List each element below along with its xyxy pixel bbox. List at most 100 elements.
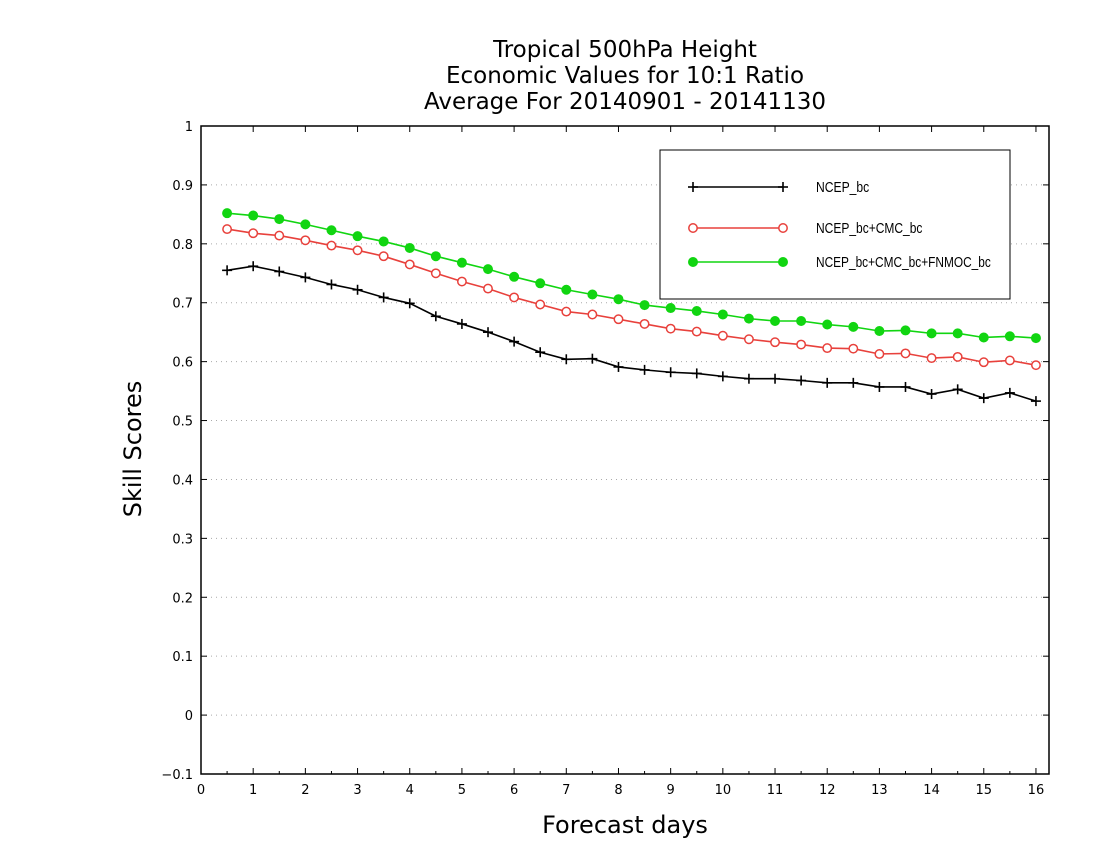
data-point [222, 265, 233, 276]
legend: NCEP_bc NCEP_bc+CMC_bc NCEP_bc+CMC_bc+FNMO… [659, 149, 1011, 300]
data-point [430, 311, 441, 322]
data-point [717, 330, 728, 341]
data-point [352, 231, 363, 242]
legend-marker-left [688, 223, 698, 233]
data-point [483, 327, 494, 338]
data-point [326, 279, 337, 290]
x-tick-label: 16 [1028, 783, 1045, 798]
data-point [952, 328, 963, 339]
data-point [770, 315, 781, 326]
data-point [848, 343, 859, 354]
data-point [770, 373, 781, 384]
x-axis-title: Forecast days [542, 811, 708, 839]
data-point [1031, 360, 1041, 371]
data-point [848, 377, 859, 388]
data-point [1004, 331, 1015, 342]
data-point [587, 289, 598, 300]
data-point [248, 210, 259, 221]
data-point [456, 276, 467, 287]
data-point [300, 235, 311, 246]
chart-title-line-2: Economic Values for 10:1 Ratio [445, 63, 805, 89]
data-point [900, 325, 911, 336]
data-point [404, 259, 415, 270]
data-point [430, 268, 441, 279]
data-point [248, 261, 259, 272]
data-point [743, 373, 754, 384]
data-point [691, 305, 702, 316]
series-layer [222, 208, 1041, 407]
data-point [535, 347, 546, 358]
data-point [1030, 333, 1041, 344]
legend-entry-1: NCEP_bc [688, 179, 870, 196]
data-point [326, 240, 337, 251]
x-tick-label: 7 [562, 783, 570, 798]
data-point [613, 361, 624, 372]
series-3 [222, 208, 1041, 344]
data-point [796, 315, 807, 326]
x-tick-label: 13 [871, 783, 888, 798]
data-point [587, 353, 598, 364]
data-point [717, 309, 728, 320]
data-point [926, 353, 937, 364]
x-tick-label: 15 [975, 783, 992, 798]
x-tick-label: 0 [197, 783, 205, 798]
y-tick-label: 0.4 [172, 473, 193, 488]
series-1 [222, 261, 1041, 407]
data-point [743, 334, 754, 345]
legend-entry-2: NCEP_bc+CMC_bc [688, 220, 923, 237]
data-point [665, 367, 676, 378]
data-point [274, 230, 285, 241]
data-point [900, 381, 911, 392]
data-point [248, 228, 259, 239]
data-point [926, 389, 937, 400]
axis-layer: −0.100.10.20.30.40.50.60.70.80.910 1 2 3 4 5 6… [161, 120, 1049, 798]
data-point [483, 283, 493, 294]
x-tick-label: 5 [458, 783, 466, 798]
data-point [483, 264, 494, 275]
data-point [665, 303, 676, 314]
data-point [587, 309, 598, 320]
data-point [352, 245, 363, 256]
y-tick-label: 0.9 [172, 179, 193, 194]
data-point [509, 271, 520, 282]
y-tick-label: 0.8 [172, 238, 193, 253]
data-point [222, 208, 233, 219]
data-point [874, 349, 885, 359]
data-point [300, 272, 311, 283]
data-point [874, 326, 885, 337]
x-tick-label: 2 [301, 783, 309, 798]
y-axis-title: Skill Scores [119, 381, 147, 518]
data-point [352, 284, 363, 295]
data-point [848, 321, 859, 332]
data-point [535, 278, 546, 289]
data-point [796, 339, 807, 350]
x-tick-label: 10 [715, 783, 732, 798]
y-tick-label: 0 [185, 709, 193, 724]
y-tick-label: 0.1 [172, 650, 193, 665]
legend-marker-right [778, 257, 788, 267]
data-point [222, 224, 233, 235]
data-point [665, 323, 676, 334]
legend-label: NCEP_bc [816, 179, 870, 196]
y-tick-label: −0.1 [161, 768, 193, 783]
data-point [822, 377, 833, 388]
data-point [978, 332, 989, 343]
x-tick-label: 1 [249, 783, 257, 798]
legend-marker-left [688, 257, 698, 267]
data-point [326, 225, 337, 236]
data-point [561, 284, 572, 295]
data-point [1030, 396, 1041, 407]
legend-label: NCEP_bc+CMC_bc [816, 220, 923, 237]
data-point [378, 251, 389, 262]
data-point [430, 251, 441, 262]
data-point [796, 375, 807, 386]
data-point [1004, 355, 1015, 366]
data-point [926, 328, 937, 339]
data-point [1004, 387, 1015, 398]
chart-title-line-3: Average For 20140901 - 20141130 [423, 89, 827, 115]
y-tick-label: 1 [185, 120, 193, 135]
data-point [613, 294, 624, 305]
data-point [378, 292, 389, 303]
data-point [274, 214, 285, 225]
